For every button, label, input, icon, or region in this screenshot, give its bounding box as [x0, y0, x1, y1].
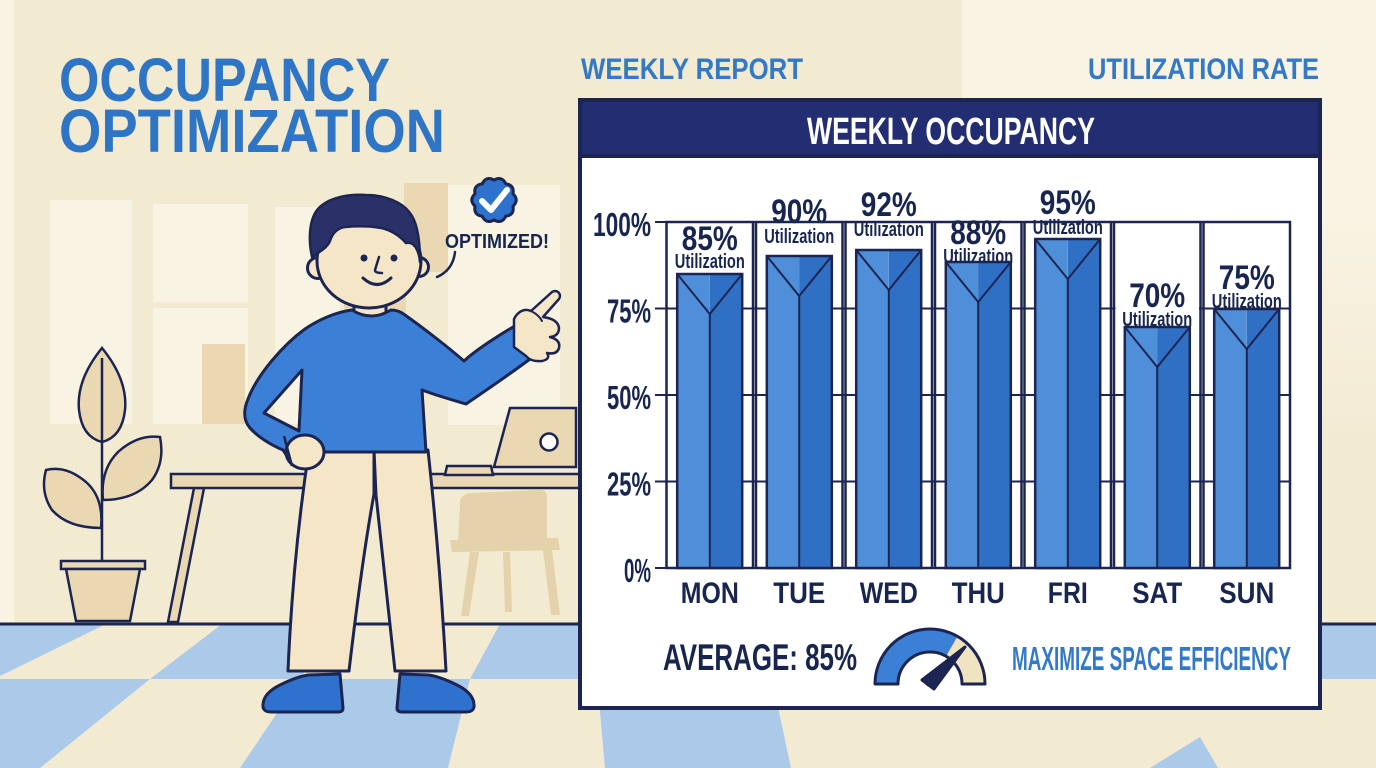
svg-text:MON: MON: [681, 577, 739, 610]
svg-text:Utilization: Utilization: [1033, 217, 1103, 239]
svg-text:SUN: SUN: [1219, 577, 1274, 610]
svg-text:MAXIMIZE SPACE EFFICIENCY: MAXIMIZE SPACE EFFICIENCY: [1012, 640, 1291, 677]
svg-text:Utilization: Utilization: [1212, 291, 1282, 313]
svg-text:Utilization: Utilization: [764, 226, 834, 248]
svg-text:WEEKLY OCCUPANCY: WEEKLY OCCUPANCY: [807, 111, 1095, 153]
svg-text:50%: 50%: [607, 379, 651, 416]
svg-text:100%: 100%: [593, 206, 651, 243]
svg-text:0%: 0%: [624, 552, 651, 589]
svg-text:90%: 90%: [771, 193, 827, 231]
svg-text:WED: WED: [860, 577, 918, 610]
svg-text:THU: THU: [952, 577, 1005, 610]
svg-text:75%: 75%: [1219, 259, 1275, 297]
svg-text:OPTIMIZED!: OPTIMIZED!: [445, 231, 549, 253]
svg-text:OCCUPANCY: OCCUPANCY: [59, 46, 390, 114]
svg-text:85%: 85%: [682, 220, 738, 258]
svg-text:SAT: SAT: [1132, 577, 1182, 610]
svg-text:TUE: TUE: [773, 577, 825, 610]
svg-text:70%: 70%: [1129, 277, 1185, 315]
svg-text:Utilization: Utilization: [943, 246, 1013, 268]
svg-text:AVERAGE: 85%: AVERAGE: 85%: [663, 637, 857, 678]
svg-text:WEEKLY REPORT: WEEKLY REPORT: [581, 53, 803, 86]
svg-text:95%: 95%: [1040, 184, 1096, 222]
svg-text:OPTIMIZATION: OPTIMIZATION: [59, 97, 445, 165]
svg-text:25%: 25%: [607, 466, 651, 503]
svg-text:Utilization: Utilization: [1122, 309, 1192, 331]
svg-text:88%: 88%: [950, 214, 1006, 252]
svg-text:UTILIZATION RATE: UTILIZATION RATE: [1088, 53, 1319, 86]
svg-text:Utilization: Utilization: [854, 219, 924, 241]
svg-text:92%: 92%: [861, 186, 917, 224]
svg-text:Utilization: Utilization: [675, 251, 745, 273]
svg-text:75%: 75%: [607, 293, 651, 330]
svg-text:FRI: FRI: [1048, 577, 1088, 610]
